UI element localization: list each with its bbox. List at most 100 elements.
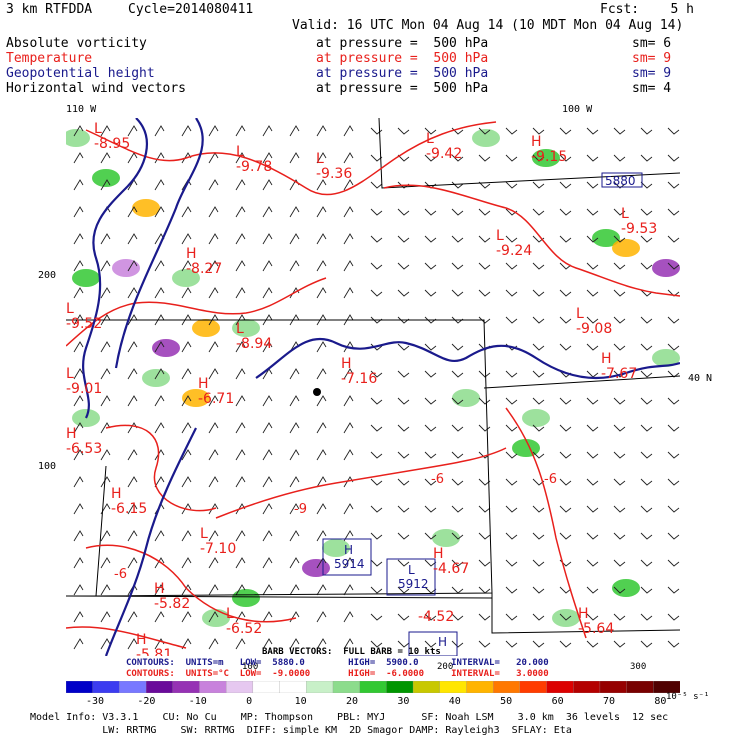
wind-barb [667, 532, 680, 540]
vorticity-shading [66, 129, 680, 627]
wind-barb [154, 368, 165, 380]
wind-barb [289, 152, 300, 164]
barb-note: BARB VECTORS: FULL BARB = 10 kts [262, 647, 441, 657]
wind-barb [235, 530, 246, 542]
wind-barb [451, 505, 464, 513]
wind-barb [397, 586, 410, 594]
wind-barb [73, 206, 84, 218]
grid-bottom-100: 100 [242, 662, 259, 672]
wind-barb [613, 640, 626, 648]
wind-barb [208, 341, 219, 353]
wind-barb [208, 611, 219, 623]
wind-barb [451, 640, 464, 648]
wind-barb [667, 235, 680, 243]
wind-barb [640, 613, 653, 621]
wind-barb [73, 422, 84, 434]
wind-barb [667, 343, 680, 351]
colorbar-tick-label: 70 [602, 696, 616, 707]
wind-barb [127, 503, 138, 515]
wind-barb [127, 368, 138, 380]
temp-extremum-value: -9.08 [576, 321, 612, 337]
wind-barb [532, 532, 545, 540]
wind-barb [100, 341, 111, 353]
lon-label-100w: 100 W [562, 104, 593, 115]
wind-barb [667, 370, 680, 378]
wind-barb [586, 424, 599, 432]
wind-barb [235, 395, 246, 407]
wind-barb [100, 125, 111, 137]
temp-extremum-symbol: H [154, 581, 165, 597]
vorticity-patch [652, 349, 680, 367]
wind-barb [316, 179, 327, 191]
wind-barb [262, 287, 273, 299]
vorticity-patch [322, 539, 350, 557]
wind-barb [262, 638, 273, 650]
wind-barb [154, 152, 165, 164]
wind-barb [127, 152, 138, 164]
wind-barb [586, 316, 599, 324]
wind-barb [73, 584, 84, 596]
wind-barb [451, 559, 464, 567]
wind-barb [316, 530, 327, 542]
field-level-height: at pressure = 500 hPa [316, 66, 489, 81]
wind-barb [586, 370, 599, 378]
grid-bottom-200: 200 [437, 662, 454, 672]
colorbar-tick-label: 10 [294, 696, 307, 707]
wind-barb [181, 341, 192, 353]
wind-barb [640, 640, 653, 648]
temp-extremum-value: -6.71 [198, 391, 234, 407]
wind-barb [667, 478, 680, 486]
wind-barb [127, 422, 138, 434]
wind-barb [262, 395, 273, 407]
wind-barb [424, 640, 437, 648]
temp-extremum-value: -9.15 [531, 149, 567, 165]
wind-barb [640, 235, 653, 243]
wind-barb [451, 343, 464, 351]
wind-barb [73, 530, 84, 542]
wind-barb [478, 235, 491, 243]
wind-barb [613, 424, 626, 432]
colorbar-units: 10⁻⁵ s⁻¹ [666, 692, 710, 702]
vorticity-patch [172, 269, 200, 287]
wind-barb [127, 125, 138, 137]
colorbar-swatch [519, 681, 548, 693]
wind-barb [478, 613, 491, 621]
wind-barb [640, 478, 653, 486]
temp-extremum-value: -6.15 [111, 501, 147, 517]
field-level-wind: at pressure = 500 hPa [316, 81, 489, 96]
temp-extremum-symbol: H [186, 246, 197, 262]
wind-barb [262, 125, 273, 137]
wind-barb [586, 154, 599, 162]
colorbar-swatch [145, 681, 174, 693]
wind-barb [208, 449, 219, 461]
wind-barb [289, 422, 300, 434]
wind-barb [532, 505, 545, 513]
vorticity-patch [592, 229, 620, 247]
wind-barb [262, 503, 273, 515]
model-name: 3 km RTFDDA [6, 2, 93, 17]
colorbar-swatch [199, 681, 227, 693]
wind-barb [289, 314, 300, 326]
wind-barb [613, 532, 626, 540]
wind-barb [397, 235, 410, 243]
wind-barb [154, 206, 165, 218]
wind-barb [532, 127, 545, 135]
temp-extremum-symbol: L [226, 606, 234, 622]
wind-barb [586, 478, 599, 486]
vorticity-patch [612, 579, 640, 597]
wind-barb [559, 532, 572, 540]
wind-barb [127, 233, 138, 245]
wind-barb [397, 424, 410, 432]
wind-barb [613, 208, 626, 216]
wind-barb [370, 559, 383, 567]
wind-barb [613, 316, 626, 324]
wind-barb [262, 341, 273, 353]
field-smooth-vorticity: sm= 6 [632, 36, 672, 51]
wind-barb [73, 314, 84, 326]
wind-barb [343, 125, 354, 137]
wind-barb [532, 640, 545, 648]
field-level-temperature: at pressure = 500 hPa [316, 51, 489, 66]
wind-barb [613, 262, 626, 270]
wind-barb [100, 557, 111, 569]
wind-barb [478, 127, 491, 135]
